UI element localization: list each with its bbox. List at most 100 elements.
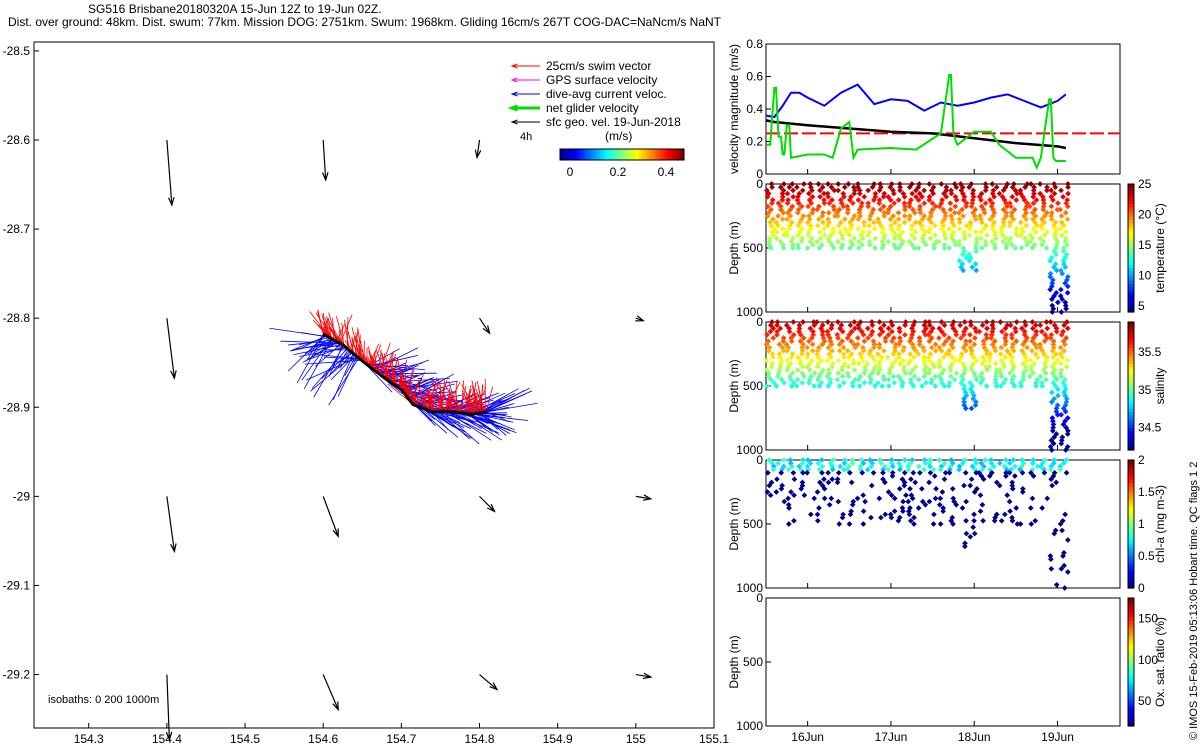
panel-xtick-label: 16Jun bbox=[791, 730, 824, 744]
profile-point bbox=[1001, 379, 1007, 386]
profile-point bbox=[834, 479, 841, 486]
panel-ytick-label: 0.6 bbox=[746, 70, 763, 84]
panel-colorbar-swatch bbox=[1128, 299, 1134, 303]
profile-point bbox=[896, 354, 902, 361]
profile-point bbox=[926, 197, 933, 203]
panel-colorbar-swatch bbox=[1128, 633, 1134, 637]
profile-point bbox=[962, 543, 968, 550]
profile-point bbox=[1063, 335, 1070, 341]
profile-point bbox=[973, 460, 979, 467]
profile-point bbox=[932, 232, 938, 239]
profile-point bbox=[1019, 325, 1025, 332]
profile-point bbox=[866, 222, 872, 229]
profile-point bbox=[809, 209, 816, 216]
profile-point bbox=[949, 344, 956, 351]
profile-point bbox=[764, 383, 770, 389]
panel-colorbar-swatch bbox=[1128, 514, 1134, 519]
profile-point bbox=[992, 229, 998, 235]
profile-point bbox=[912, 347, 919, 354]
profile-point bbox=[865, 335, 871, 341]
profile-point bbox=[806, 190, 812, 197]
panel-colorbar-swatch bbox=[1128, 244, 1134, 249]
profile-point bbox=[911, 514, 917, 521]
profile-point bbox=[890, 463, 896, 470]
profile-point bbox=[993, 184, 1000, 191]
current-vector bbox=[405, 391, 455, 395]
panel-colorbar-swatch bbox=[1128, 443, 1134, 448]
profile-point bbox=[1018, 245, 1025, 251]
profile-point bbox=[797, 331, 804, 338]
profile-point bbox=[780, 209, 787, 216]
profile-point bbox=[1050, 440, 1057, 447]
profile-point bbox=[889, 328, 895, 335]
profile-point bbox=[939, 370, 945, 377]
glider-track bbox=[322, 332, 488, 416]
profile-point bbox=[926, 498, 933, 505]
current-vector bbox=[312, 353, 360, 360]
profile-point bbox=[785, 501, 792, 508]
profile-point bbox=[1030, 193, 1037, 200]
profile-point bbox=[791, 517, 797, 524]
panel-colorbar-swatch bbox=[1128, 511, 1134, 515]
profile-point bbox=[798, 203, 805, 210]
panel-colorbar-swatch bbox=[1128, 674, 1134, 679]
profile-point bbox=[997, 319, 1004, 325]
profile-point bbox=[766, 482, 773, 489]
profile-point bbox=[845, 373, 852, 380]
profile-point bbox=[1049, 389, 1055, 396]
swim-vector bbox=[475, 388, 485, 413]
profile-point bbox=[1000, 219, 1007, 226]
legend-label: dive-avg current veloc. bbox=[546, 87, 667, 101]
profile-point bbox=[835, 357, 842, 364]
profile-point bbox=[770, 325, 777, 332]
current-vector bbox=[304, 359, 362, 365]
colorbar-swatch bbox=[650, 149, 653, 160]
panel-colorbar-swatch bbox=[1128, 488, 1134, 493]
panel-colorbar-swatch bbox=[1128, 212, 1134, 217]
profile-point bbox=[901, 482, 908, 489]
profile-point bbox=[967, 225, 973, 232]
profile-point bbox=[1061, 347, 1067, 354]
profile-point bbox=[855, 335, 861, 341]
profile-point bbox=[916, 338, 923, 345]
colorbar-swatch bbox=[662, 149, 665, 160]
profile-point bbox=[963, 498, 969, 505]
profile-point bbox=[1062, 280, 1068, 287]
profile-point bbox=[971, 341, 978, 348]
profile-point bbox=[820, 219, 826, 226]
profile-point bbox=[932, 341, 939, 348]
profile-point bbox=[947, 367, 954, 373]
profile-point bbox=[830, 245, 837, 251]
panel-ytick-label: 1000 bbox=[736, 581, 763, 595]
profile-point bbox=[797, 338, 804, 345]
profile-point bbox=[927, 463, 933, 470]
profile-point bbox=[848, 351, 855, 357]
profile-point bbox=[828, 325, 835, 332]
swim-vector bbox=[461, 384, 479, 414]
profile-point bbox=[798, 238, 805, 245]
map-ytick-label: -29 bbox=[13, 489, 31, 503]
colorbar-swatch bbox=[586, 149, 589, 160]
panel-colorbar-frame bbox=[1127, 597, 1135, 727]
panel-colorbar-swatch bbox=[1128, 719, 1134, 724]
panel-colorbar-swatch bbox=[1128, 658, 1134, 663]
panel-colorbar-swatch bbox=[1128, 206, 1134, 211]
profile-point bbox=[830, 229, 837, 235]
profile-point bbox=[793, 383, 800, 389]
profile-point bbox=[784, 367, 791, 373]
profile-point bbox=[953, 331, 960, 338]
profile-point bbox=[1030, 200, 1037, 207]
profile-point bbox=[844, 229, 851, 235]
profile-point bbox=[835, 498, 842, 505]
profile-point bbox=[836, 521, 843, 527]
profile-point bbox=[973, 376, 980, 383]
profile-point bbox=[932, 222, 938, 229]
profile-point bbox=[981, 209, 988, 216]
profile-point bbox=[844, 347, 851, 354]
profile-point bbox=[881, 213, 888, 219]
panel-colorbar-swatch bbox=[1128, 283, 1134, 287]
panel-ytick-label: 1000 bbox=[736, 443, 763, 457]
profile-point bbox=[784, 190, 791, 197]
profile-point bbox=[896, 485, 903, 492]
profile-point bbox=[866, 351, 873, 357]
